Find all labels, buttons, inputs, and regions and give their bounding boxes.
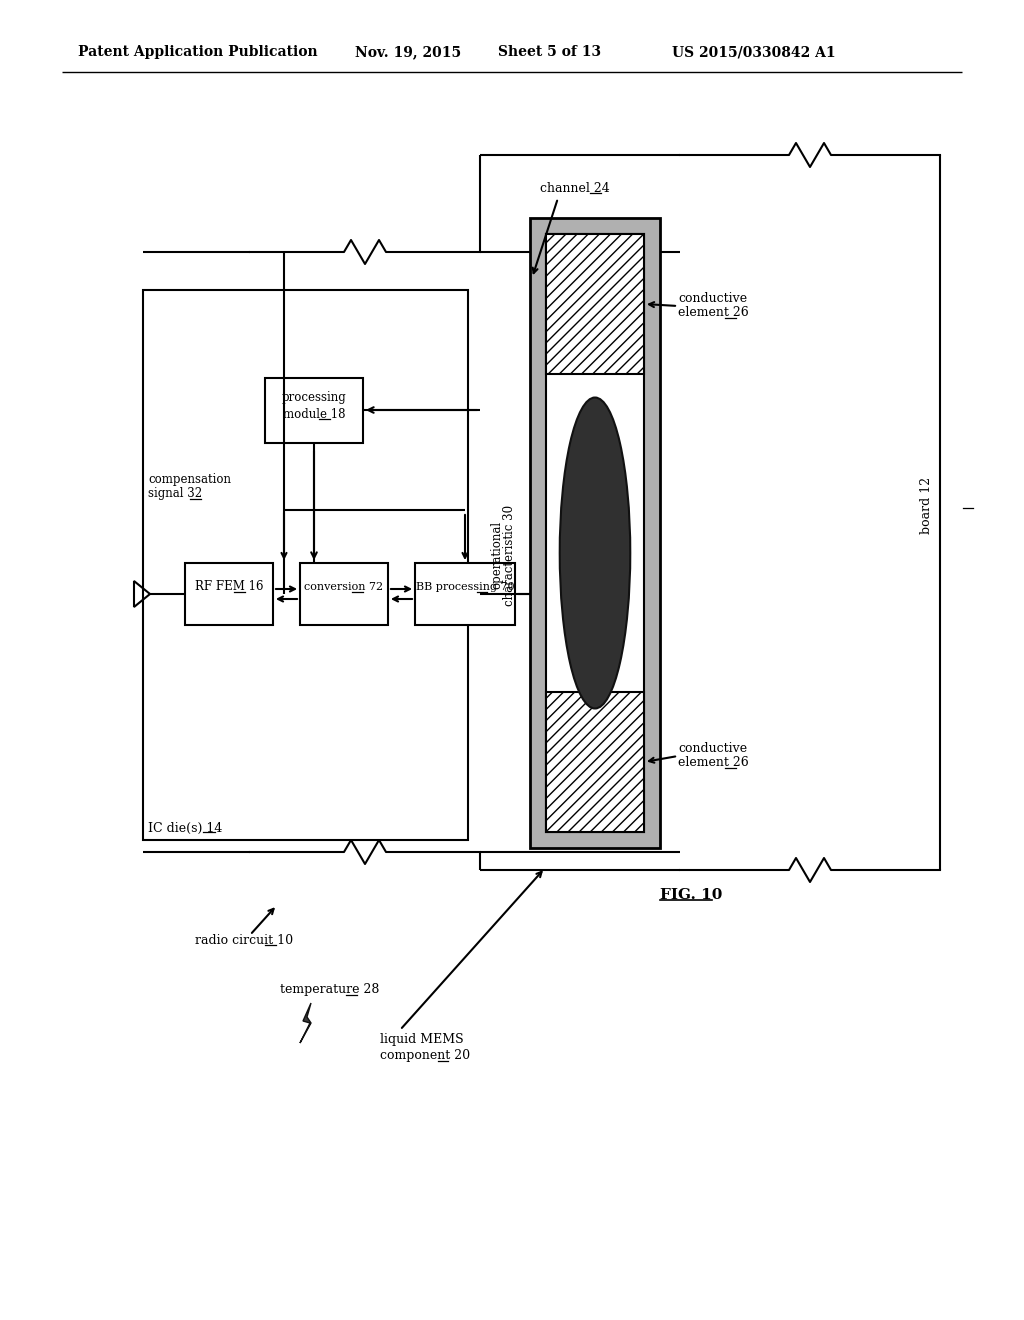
Text: characteristic 30: characteristic 30 xyxy=(503,504,516,606)
Text: processing: processing xyxy=(282,392,346,404)
Text: US 2015/0330842 A1: US 2015/0330842 A1 xyxy=(672,45,836,59)
Bar xyxy=(143,290,468,840)
Bar xyxy=(300,564,388,624)
Bar xyxy=(265,378,362,444)
Text: IC die(s) 14: IC die(s) 14 xyxy=(148,821,222,834)
Text: signal 32: signal 32 xyxy=(148,487,202,500)
Text: element 26: element 26 xyxy=(678,756,749,770)
Text: compensation: compensation xyxy=(148,474,231,487)
Bar xyxy=(546,692,644,832)
Text: conversion 72: conversion 72 xyxy=(304,582,384,591)
Bar xyxy=(530,218,660,847)
Bar xyxy=(415,564,515,624)
Text: RF FEM 16: RF FEM 16 xyxy=(195,581,263,594)
Text: FIG. 10: FIG. 10 xyxy=(660,888,722,902)
Text: Nov. 19, 2015: Nov. 19, 2015 xyxy=(355,45,461,59)
Text: Sheet 5 of 13: Sheet 5 of 13 xyxy=(498,45,601,59)
Text: channel 24: channel 24 xyxy=(540,181,609,194)
Text: component 20: component 20 xyxy=(380,1048,470,1061)
Text: element 26: element 26 xyxy=(678,306,749,319)
Bar xyxy=(546,234,644,832)
Text: radio circuit 10: radio circuit 10 xyxy=(195,933,293,946)
Text: operational: operational xyxy=(490,521,503,589)
Text: liquid MEMS: liquid MEMS xyxy=(380,1034,464,1047)
Text: board 12: board 12 xyxy=(920,477,933,533)
Polygon shape xyxy=(300,1003,311,1043)
Text: module 18: module 18 xyxy=(283,408,345,421)
Bar xyxy=(546,234,644,374)
Text: temperature 28: temperature 28 xyxy=(280,983,379,997)
Text: droplet 22: droplet 22 xyxy=(590,524,600,582)
Ellipse shape xyxy=(560,397,631,709)
Text: Patent Application Publication: Patent Application Publication xyxy=(78,45,317,59)
Text: conductive: conductive xyxy=(678,742,748,755)
Bar xyxy=(185,564,273,624)
Text: BB processing 70: BB processing 70 xyxy=(416,582,514,591)
Text: conductive: conductive xyxy=(678,292,748,305)
